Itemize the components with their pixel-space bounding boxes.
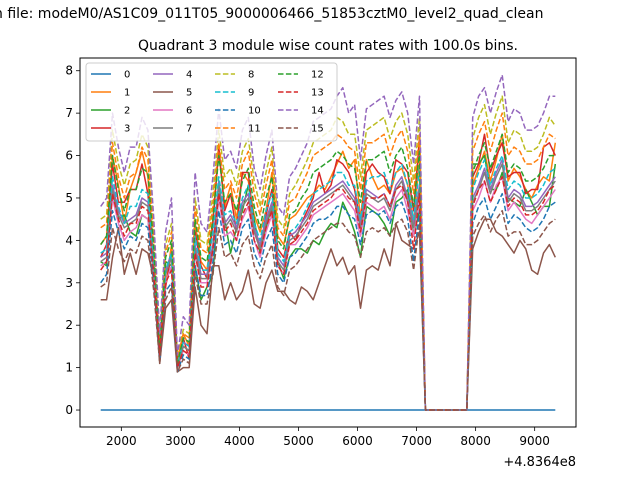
y-tick-label: 3 bbox=[65, 276, 73, 290]
series-line-12 bbox=[100, 133, 556, 411]
axes-frame bbox=[79, 57, 577, 428]
y-tick-label: 8 bbox=[65, 64, 73, 78]
x-tick-label: 3000 bbox=[165, 434, 196, 448]
x-offset-label: +4.8364e8 bbox=[503, 455, 576, 470]
x-tick-label: 4000 bbox=[224, 434, 255, 448]
series-line-14 bbox=[100, 74, 556, 411]
series-line-13 bbox=[100, 176, 556, 411]
legend-label-4: 4 bbox=[186, 70, 192, 81]
plot-area: 2000 3000 4000 5000 6000 7000 8000 9000 0123456… bbox=[65, 57, 577, 448]
y-tick-label: 1 bbox=[65, 361, 73, 375]
y-tick-label: 7 bbox=[65, 106, 73, 120]
legend-label-5: 5 bbox=[186, 88, 192, 99]
y-tick-label: 5 bbox=[65, 191, 73, 205]
x-tick-label: 6000 bbox=[342, 434, 373, 448]
x-tick-label: 7000 bbox=[401, 434, 432, 448]
y-tick-label: 2 bbox=[65, 318, 73, 332]
y-tick-label: 6 bbox=[65, 149, 73, 163]
legend-label-8: 8 bbox=[248, 70, 254, 81]
series-layer bbox=[100, 74, 557, 411]
y-axis: 0 1 2 3 4 5 6 7 8 bbox=[65, 64, 80, 417]
legend-label-2: 2 bbox=[124, 106, 130, 117]
legend-frame bbox=[85, 62, 338, 142]
legend-label-3: 3 bbox=[124, 124, 130, 135]
chart-title: Quadrant 3 module wise count rates with … bbox=[138, 38, 518, 54]
x-tick-label: 5000 bbox=[283, 434, 314, 448]
x-tick-label: 8000 bbox=[460, 434, 491, 448]
y-tick-label: 4 bbox=[65, 233, 73, 247]
x-tick-label: 2000 bbox=[106, 434, 137, 448]
legend-label-12: 12 bbox=[311, 70, 324, 81]
legend-label-10: 10 bbox=[248, 106, 261, 117]
legend-label-6: 6 bbox=[186, 106, 192, 117]
figure-suptitle: n file: modeM0/AS1C09_011T05_9000006466_… bbox=[0, 6, 543, 22]
series-line-11 bbox=[100, 112, 556, 411]
series-line-8 bbox=[100, 95, 556, 411]
legend-label-9: 9 bbox=[248, 88, 254, 99]
x-axis: 2000 3000 4000 5000 6000 7000 8000 9000 bbox=[106, 427, 550, 448]
legend-label-15: 15 bbox=[311, 124, 324, 135]
y-tick-label: 0 bbox=[65, 403, 73, 417]
legend-label-7: 7 bbox=[186, 124, 192, 135]
x-tick-label: 9000 bbox=[519, 434, 550, 448]
legend-label-11: 11 bbox=[248, 124, 261, 135]
legend-label-13: 13 bbox=[311, 88, 324, 99]
legend-label-14: 14 bbox=[311, 106, 324, 117]
legend-label-0: 0 bbox=[124, 70, 130, 81]
legend-label-1: 1 bbox=[124, 88, 130, 99]
series-line-15 bbox=[100, 209, 556, 411]
